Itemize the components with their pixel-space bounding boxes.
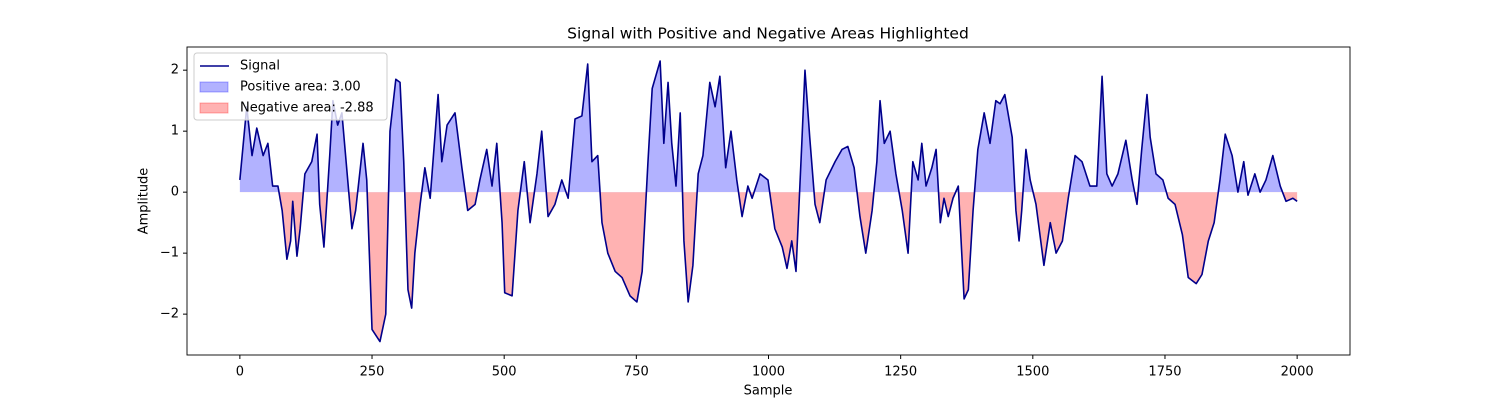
x-tick-label: 0 [236, 365, 244, 380]
x-tick-label: 1750 [1148, 365, 1181, 380]
legend-patch [199, 81, 229, 93]
area-fill [278, 192, 1298, 342]
legend-patch [199, 102, 229, 114]
x-tick-label: 750 [624, 365, 649, 380]
y-tick-label: 1 [171, 124, 179, 139]
legend-label: Positive area: 3.00 [240, 80, 361, 95]
y-tick-label: −2 [160, 307, 179, 322]
signal-line [239, 60, 1298, 343]
legend-box [193, 52, 388, 121]
legend-label: Signal [240, 59, 280, 74]
y-tick-label: 0 [171, 185, 179, 200]
y-tick-label: 2 [171, 63, 179, 78]
x-tick-label: 500 [492, 365, 517, 380]
x-axis-label: Sample [744, 384, 793, 399]
y-tick-label: −1 [160, 246, 179, 261]
x-tick-label: 250 [360, 365, 385, 380]
legend-label: Negative area: -2.88 [240, 101, 374, 116]
x-tick-label: 2000 [1281, 365, 1314, 380]
x-tick-label: 1500 [1016, 365, 1049, 380]
x-tick-label: 1250 [884, 365, 917, 380]
x-tick-label: 1000 [752, 365, 785, 380]
y-axis-label: Amplitude [137, 168, 152, 235]
area-fill [239, 61, 1298, 193]
chart-title: Signal with Positive and Negative Areas … [567, 25, 969, 43]
